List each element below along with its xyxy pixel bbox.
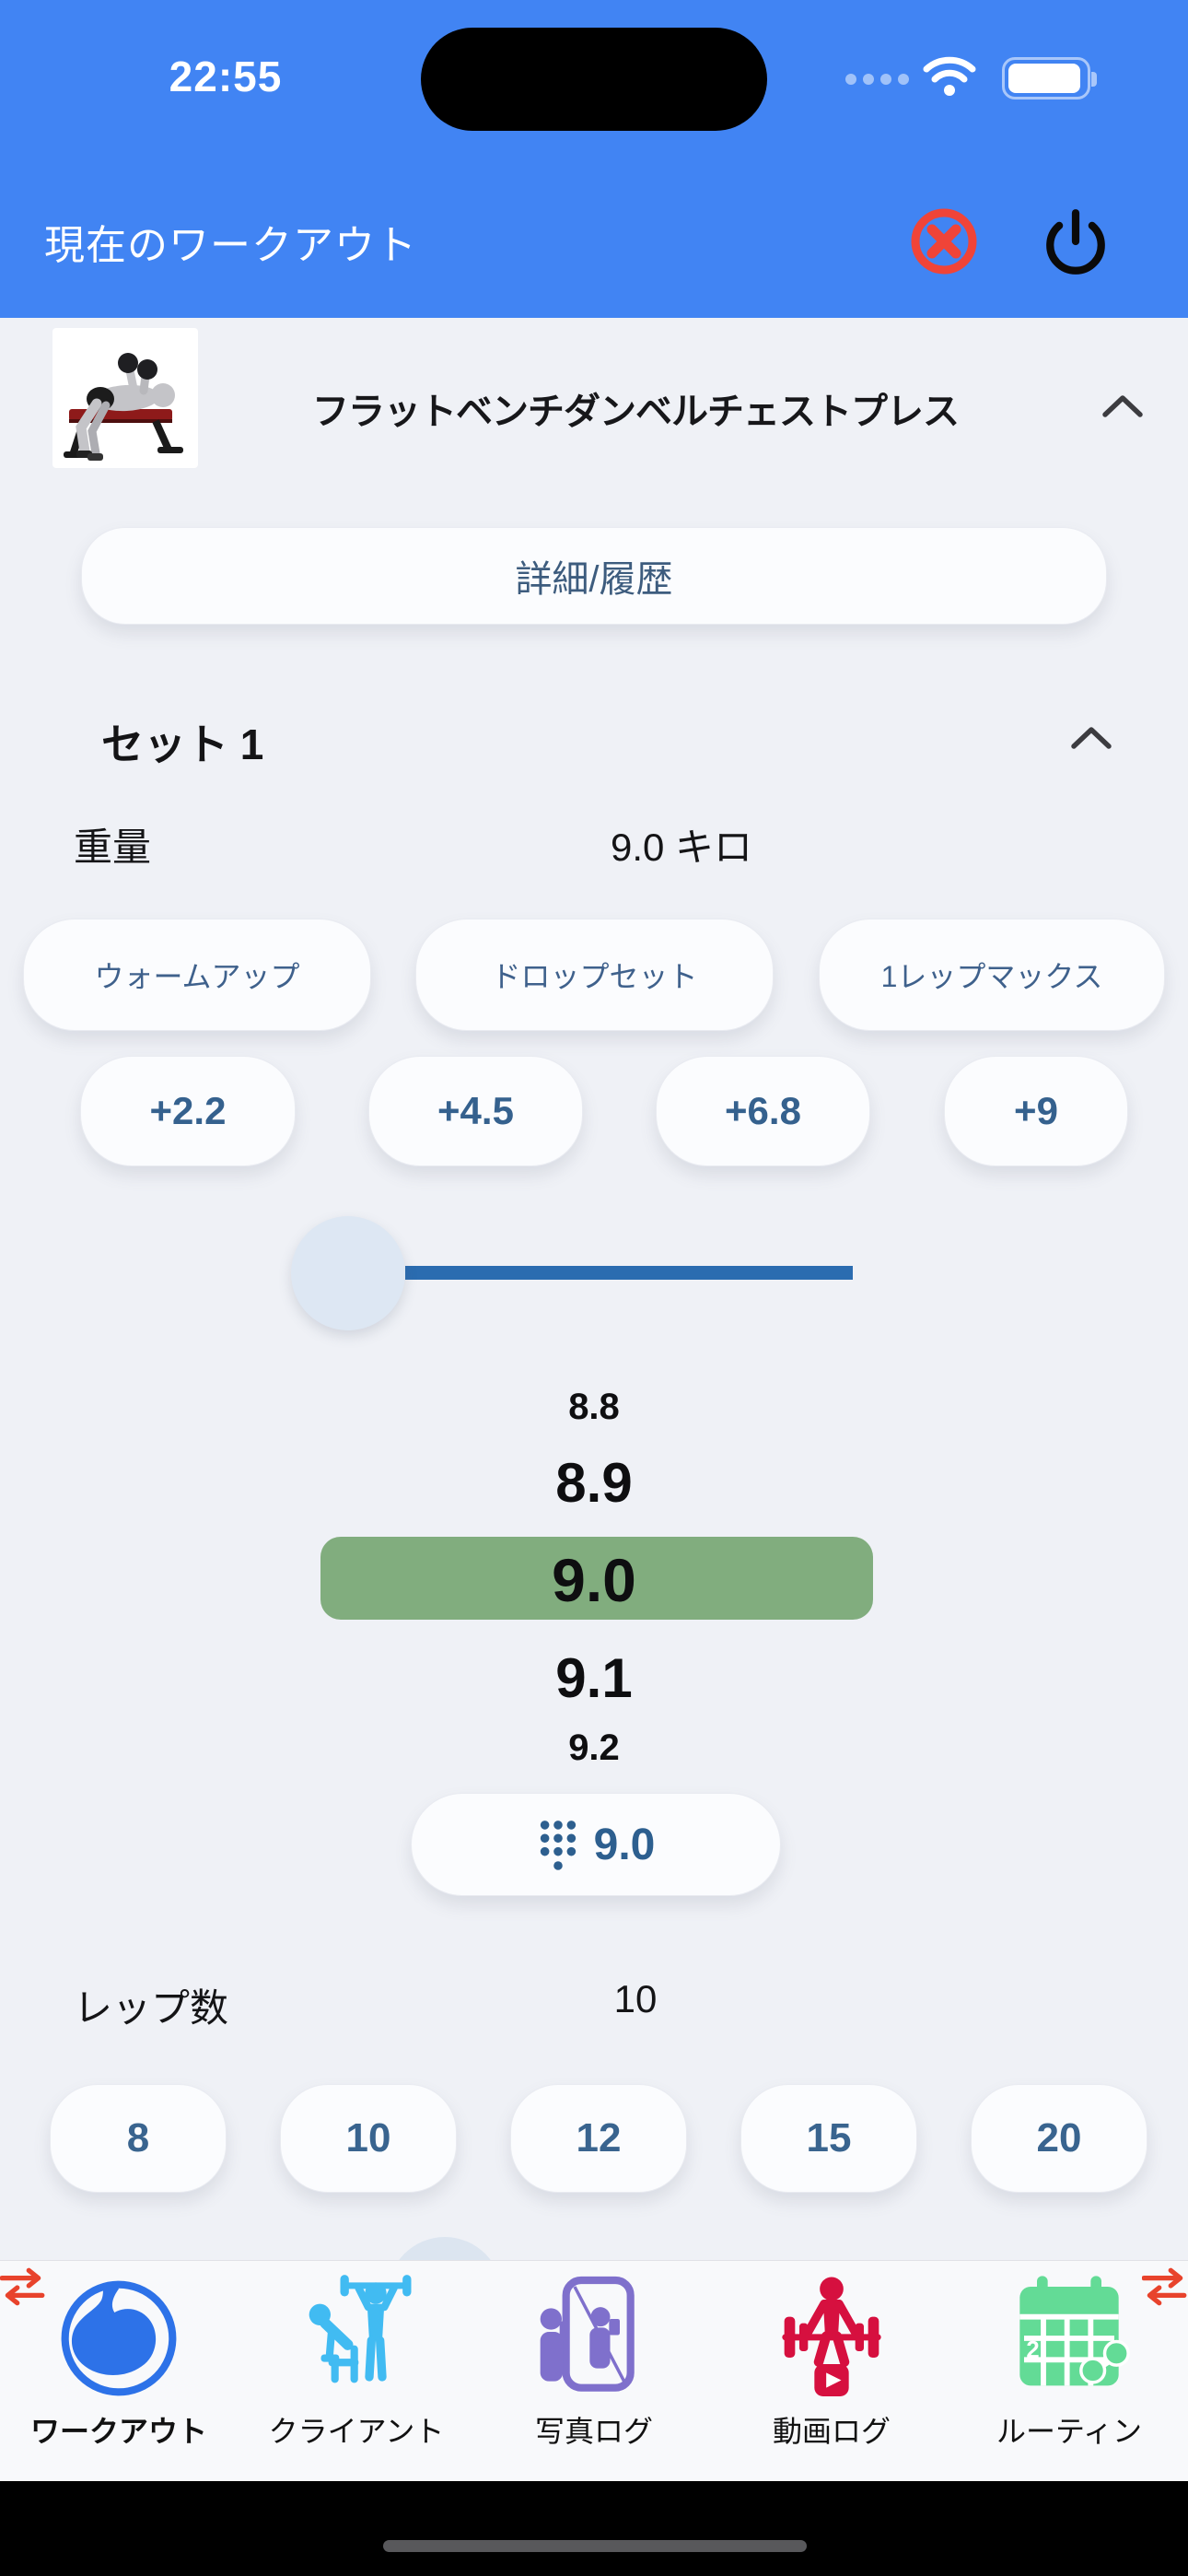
tab-clients-label: クライアント: [268, 2415, 445, 2448]
battery-icon: [1002, 57, 1097, 100]
power-icon: [1046, 209, 1105, 275]
details-history-label: 詳細/履歴: [515, 559, 673, 600]
reps-label: レップ数: [74, 1986, 229, 2030]
bench-press-illustration: [64, 353, 183, 461]
tab-bar: ワークアウト クラ: [0, 2260, 1188, 2482]
exercise-name: フラットベンチダンベルチェストプレス: [312, 392, 960, 432]
reps-10-label: 10: [345, 2115, 391, 2160]
picker-option[interactable]: 9.1: [555, 1647, 633, 1709]
tab-workout[interactable]: ワークアウト: [0, 2261, 238, 2482]
add-2-2-label: +2.2: [149, 1089, 227, 1132]
details-history-button[interactable]: 詳細/履歴: [81, 527, 1107, 625]
collapse-exercise-chevron-up-icon[interactable]: [1101, 392, 1144, 418]
picker-option[interactable]: 9.2: [568, 1727, 620, 1768]
one-rep-max-button[interactable]: 1レップマックス: [819, 919, 1165, 1031]
lifter-video-icon: [782, 2277, 881, 2396]
tab-photo-log[interactable]: 写真ログ: [475, 2261, 713, 2482]
tab-video-log[interactable]: 動画ログ: [713, 2261, 950, 2482]
swap-arrows-left-icon[interactable]: [0, 2266, 46, 2307]
weight-slider-thumb[interactable]: [291, 1216, 405, 1330]
mirror-photo-icon: [540, 2276, 635, 2392]
picker-option[interactable]: 8.9: [555, 1452, 633, 1514]
reps-20-label: 20: [1036, 2115, 1082, 2160]
weight-label: 重量: [74, 825, 152, 869]
picker-option-selected[interactable]: 9.0: [552, 1546, 636, 1614]
weight-keypad-button[interactable]: 9.0: [411, 1793, 781, 1896]
swap-arrows-right-icon[interactable]: [1142, 2266, 1188, 2307]
one-rep-max-label: 1レップマックス: [880, 960, 1103, 993]
svg-text:2: 2: [1026, 2337, 1039, 2363]
tab-routine-label: ルーティン: [996, 2415, 1143, 2448]
add-4-5-button[interactable]: +4.5: [368, 1056, 583, 1166]
reps-12-label: 12: [576, 2115, 622, 2160]
tab-routine[interactable]: 2 ルーティン: [950, 2261, 1188, 2482]
exercise-thumbnail[interactable]: [52, 328, 198, 468]
add-9-label: +9: [1014, 1089, 1058, 1132]
weight-slider-track[interactable]: [405, 1266, 853, 1280]
weight-keypad-value: 9.0: [593, 1820, 656, 1869]
picker-option[interactable]: 8.8: [568, 1387, 620, 1427]
bottom-bar: [0, 2481, 1188, 2576]
x-circle-icon: [911, 208, 977, 275]
warmup-button[interactable]: ウォームアップ: [23, 919, 371, 1031]
dynamic-island: [421, 28, 767, 131]
set-title: セット 1: [101, 720, 264, 768]
clients-icon: [309, 2275, 412, 2383]
add-6-8-button[interactable]: +6.8: [656, 1056, 870, 1166]
wifi-icon: [923, 56, 976, 96]
tab-workout-label: ワークアウト: [29, 2415, 207, 2448]
add-9-button[interactable]: +9: [944, 1056, 1128, 1166]
reps-20-button[interactable]: 20: [971, 2084, 1147, 2193]
cancel-workout-button[interactable]: [907, 205, 981, 278]
dropset-label: ドロップセット: [491, 960, 698, 993]
bicep-icon: [61, 2280, 177, 2396]
dropset-button[interactable]: ドロップセット: [415, 919, 774, 1031]
status-time: 22:55: [169, 53, 283, 100]
reps-15-label: 15: [806, 2115, 852, 2160]
add-6-8-label: +6.8: [725, 1089, 801, 1132]
reps-10-button[interactable]: 10: [280, 2084, 457, 2193]
tab-clients[interactable]: クライアント: [238, 2261, 475, 2482]
home-indicator[interactable]: [383, 2540, 807, 2552]
tab-video-log-label: 動画ログ: [772, 2415, 891, 2448]
warmup-label: ウォームアップ: [94, 960, 300, 993]
reps-15-button[interactable]: 15: [740, 2084, 917, 2193]
page-title: 現在のワークアウト: [44, 223, 417, 268]
calendar-dumbbell-icon: 2: [1019, 2276, 1130, 2386]
add-2-2-button[interactable]: +2.2: [80, 1056, 296, 1166]
weight-value: 9.0 キロ: [610, 825, 753, 869]
tab-photo-log-label: 写真ログ: [534, 2415, 653, 2448]
reps-value: 10: [613, 1977, 658, 2020]
cellular-signal-icon: [845, 74, 909, 85]
header: 22:55 現在のワークアウト: [0, 0, 1188, 318]
finish-workout-button[interactable]: [1041, 206, 1111, 276]
add-4-5-label: +4.5: [437, 1089, 514, 1132]
reps-8-button[interactable]: 8: [50, 2084, 227, 2193]
collapse-set-chevron-up-icon[interactable]: [1070, 724, 1112, 750]
reps-8-label: 8: [126, 2115, 150, 2160]
dialpad-icon: [540, 1821, 576, 1870]
picker-selection-highlight: [320, 1537, 873, 1620]
reps-12-button[interactable]: 12: [510, 2084, 687, 2193]
